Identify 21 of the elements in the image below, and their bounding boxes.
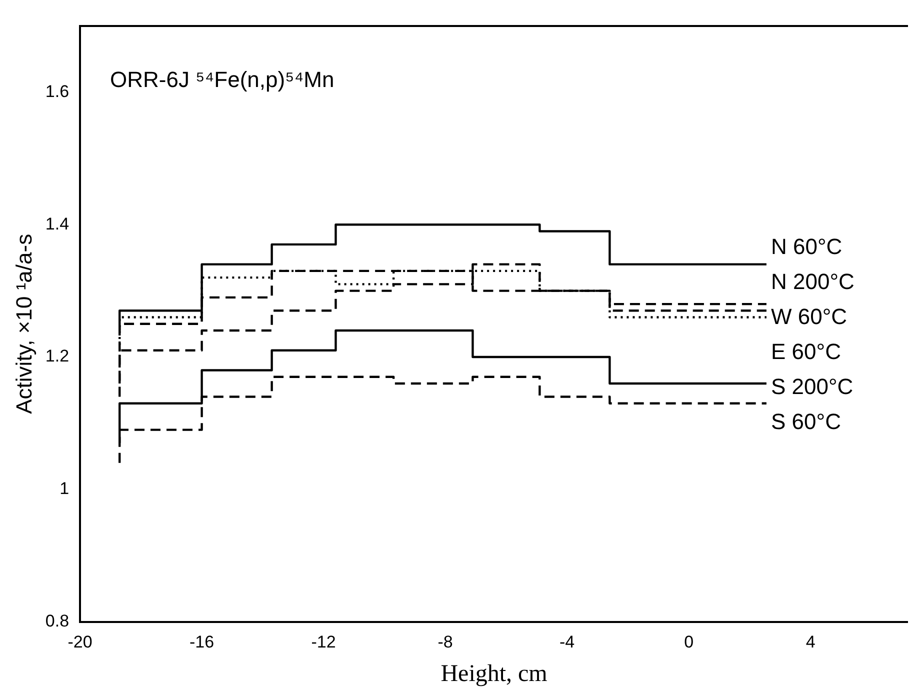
x-tick-label: 0: [684, 632, 694, 652]
annotation: ORR-6J ⁵⁴Fe(n,p)⁵⁴Mn: [110, 67, 334, 92]
x-tick-label: -8: [438, 632, 453, 652]
y-tick-label: 1.4: [45, 214, 70, 234]
annotation: N 60°C: [771, 234, 842, 260]
y-tick-label: 1.2: [45, 346, 70, 366]
annotation: S 200°C: [771, 374, 854, 400]
y-tick-label: 0.8: [45, 611, 70, 630]
x-tick-label: -16: [190, 632, 214, 652]
annotation: W 60°C: [771, 304, 848, 330]
y-axis-title: Activity, ×10 ¹a/a-s: [11, 234, 36, 414]
annotation: N 200°C: [771, 269, 855, 294]
x-axis-title: Height, cm: [440, 660, 548, 687]
annotation: E 60°C: [771, 339, 842, 364]
x-tick-label: -20: [68, 632, 92, 652]
annotation: S 60°C: [771, 409, 842, 434]
x-tick-label: -4: [560, 632, 575, 652]
x-tick-label: 4: [806, 632, 816, 652]
y-tick-label: 1.6: [45, 82, 70, 101]
y-tick-label: 1: [60, 479, 70, 498]
x-tick-label: -12: [311, 632, 336, 652]
